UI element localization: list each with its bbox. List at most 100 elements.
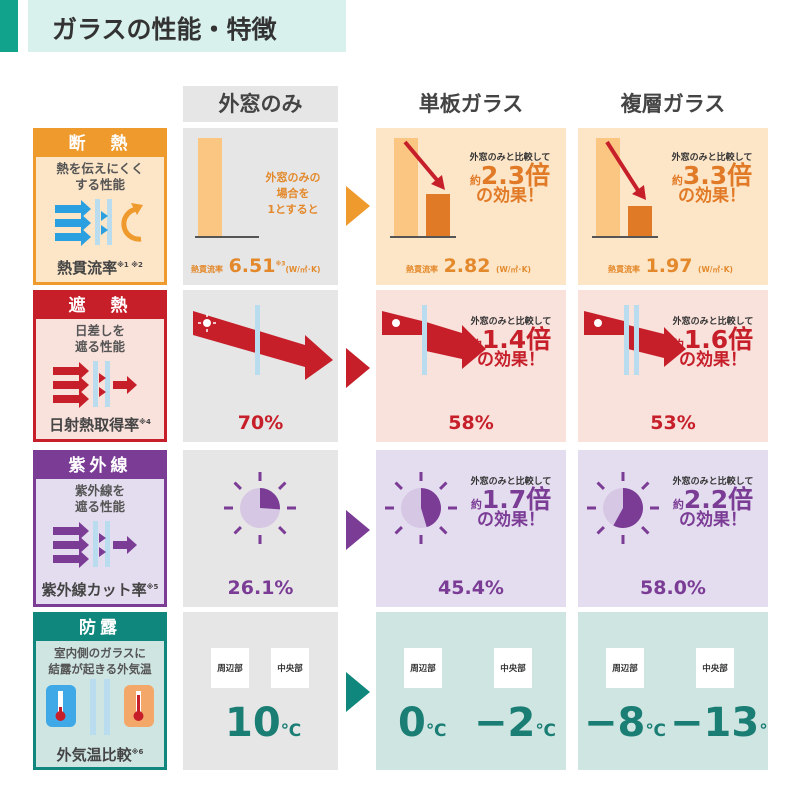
arrow-right-icon [346, 186, 370, 226]
footnote: ※1 ※2 [117, 261, 143, 269]
temp-center: −2 [474, 700, 536, 746]
label-header: 断 熱 [36, 131, 164, 157]
sunlight-flow-icon [53, 361, 137, 408]
approx: 約 [671, 174, 683, 187]
label-desc: する性能 [74, 177, 125, 192]
baseline [195, 236, 259, 238]
arrow-right-icon [346, 672, 370, 712]
label-uv: 紫外線 紫外線を 遮る性能 紫外線カット率※5 [33, 450, 167, 607]
cell-uv-single: 外窓のみと比較して 約1.7倍 の効果！ 45.4% [376, 450, 566, 607]
compare-text: 外窓のみと比較して [469, 153, 551, 163]
ratio: 2.2倍 [683, 485, 754, 514]
label-header: 防露 [36, 615, 164, 641]
effect-text: の効果！ [678, 186, 746, 206]
approx: 約 [672, 338, 684, 351]
column-header-outer-window: 外窓のみ [183, 86, 338, 122]
ratio: 1.4倍 [481, 325, 552, 354]
uv-flow-icon [53, 521, 137, 568]
column-header-double-glass: 複層ガラス [620, 92, 726, 116]
thermometer-icons [46, 679, 154, 735]
uv-sun-icon [224, 472, 296, 544]
center-tag: 中央部 [494, 648, 532, 688]
uv-cut-fill [421, 488, 441, 528]
approx: 約 [469, 174, 481, 187]
uv-cut-fill [613, 488, 643, 528]
effect-text: の効果！ [477, 510, 545, 530]
effect-text: の効果！ [477, 350, 545, 370]
footnote: ※4 [139, 418, 151, 426]
footnote: ※5 [146, 583, 159, 591]
cell-shading-outer: 70% [183, 290, 338, 442]
unit: ℃ [425, 721, 447, 741]
label-desc: 結露が起きる外気温 [48, 662, 152, 676]
cell-condensation-outer: 周辺部 中央部 10℃ [183, 612, 338, 770]
compare-text: 外窓のみと比較して [470, 477, 552, 487]
approx: 約 [672, 498, 684, 511]
edge-tag: 周辺部 [211, 648, 249, 688]
column-header-single-glass: 単板ガラス [418, 92, 524, 116]
center-tag: 中央部 [271, 648, 309, 688]
label-desc: 熱を伝えにくく [56, 161, 144, 176]
cell-shading-single: 外窓のみと比較して 約1.4倍 の効果！ 58% [376, 290, 566, 442]
unit: ℃ [759, 721, 768, 741]
edge-tag: 周辺部 [404, 648, 442, 688]
unit: ℃ [280, 721, 302, 741]
cell-insulation-outer: 外窓のみの 場合を 1とすると 熱貫流率 6.51※3(W/㎡･K) [183, 128, 338, 285]
label-desc: 室内側のガラスに [54, 646, 146, 660]
arrow-right-icon [346, 348, 370, 388]
label-desc: 紫外線を [74, 483, 125, 498]
metric-value: 26.1% [227, 577, 294, 599]
footnote: ※3 [275, 260, 286, 268]
label-condensation: 防露 室内側のガラスに 結露が起きる外気温 外気温比較※6 [33, 612, 167, 770]
uv-sun-icon [385, 472, 457, 544]
label-desc: 日差しを [74, 323, 125, 338]
title-accent-bar [0, 0, 18, 52]
sunlight-arrow-icon [382, 305, 486, 375]
unit: (W/㎡･K) [698, 265, 733, 274]
metric-value: 58% [448, 412, 494, 434]
label-desc: 遮る性能 [74, 339, 125, 354]
base-text: 場合を [276, 187, 310, 200]
metric-label: 熱貫流率 [608, 265, 640, 274]
compare-text: 外窓のみと比較して [672, 477, 754, 487]
label-footer: 熱貫流率 [57, 259, 118, 277]
label-footer: 紫外線カット率 [41, 581, 147, 599]
label-desc: 遮る性能 [74, 499, 125, 514]
footnote: ※6 [131, 748, 144, 756]
compare-text: 外窓のみと比較して [671, 153, 753, 163]
ratio: 1.7倍 [481, 485, 552, 514]
edge-tag: 周辺部 [606, 648, 644, 688]
ratio: 3.3倍 [682, 161, 753, 190]
cell-insulation-single: 外窓のみと比較して 約2.3倍 の効果！ 熱貫流率 2.82 (W/㎡･K) [376, 128, 566, 285]
cell-uv-outer: 26.1% [183, 450, 338, 607]
bar-value [426, 194, 450, 236]
unit: (W/㎡･K) [496, 265, 531, 274]
label-footer: 外気温比較 [56, 746, 132, 764]
temp-edge: −8 [584, 700, 646, 746]
metric-label: 熱貫流率 [406, 265, 438, 274]
compare-text: 外窓のみと比較して [470, 317, 552, 327]
temp-center: −13 [670, 700, 760, 746]
uv-cut-fill [260, 488, 280, 510]
approx: 約 [470, 498, 482, 511]
base-text: 1とすると [267, 203, 319, 216]
sunlight-arrow-icon [584, 305, 686, 375]
approx: 約 [470, 338, 482, 351]
metric-label: 熱貫流率 [191, 265, 223, 274]
metric-value: 2.82 [443, 255, 491, 277]
compare-text: 外窓のみと比較して [672, 317, 754, 327]
effect-text: の効果！ [476, 186, 544, 206]
unit: (W/㎡･K) [285, 265, 321, 274]
cell-condensation-double: 周辺部 中央部 −8℃ −13℃ [578, 612, 768, 770]
effect-text: の効果！ [679, 350, 747, 370]
temp-edge: 0 [398, 700, 426, 746]
uv-sun-icon [587, 472, 659, 544]
label-shading: 遮 熱 日差しを 遮る性能 日射熱取得率※4 [33, 290, 167, 442]
center-tag: 中央部 [696, 648, 734, 688]
down-arrow-icon [605, 140, 646, 200]
unit: ℃ [645, 721, 666, 741]
metric-value: 58.0% [640, 577, 706, 599]
label-footer: 日射熱取得率 [49, 416, 140, 434]
down-arrow-icon [403, 140, 445, 190]
page-title: ガラスの性能・特徴 [28, 0, 346, 52]
